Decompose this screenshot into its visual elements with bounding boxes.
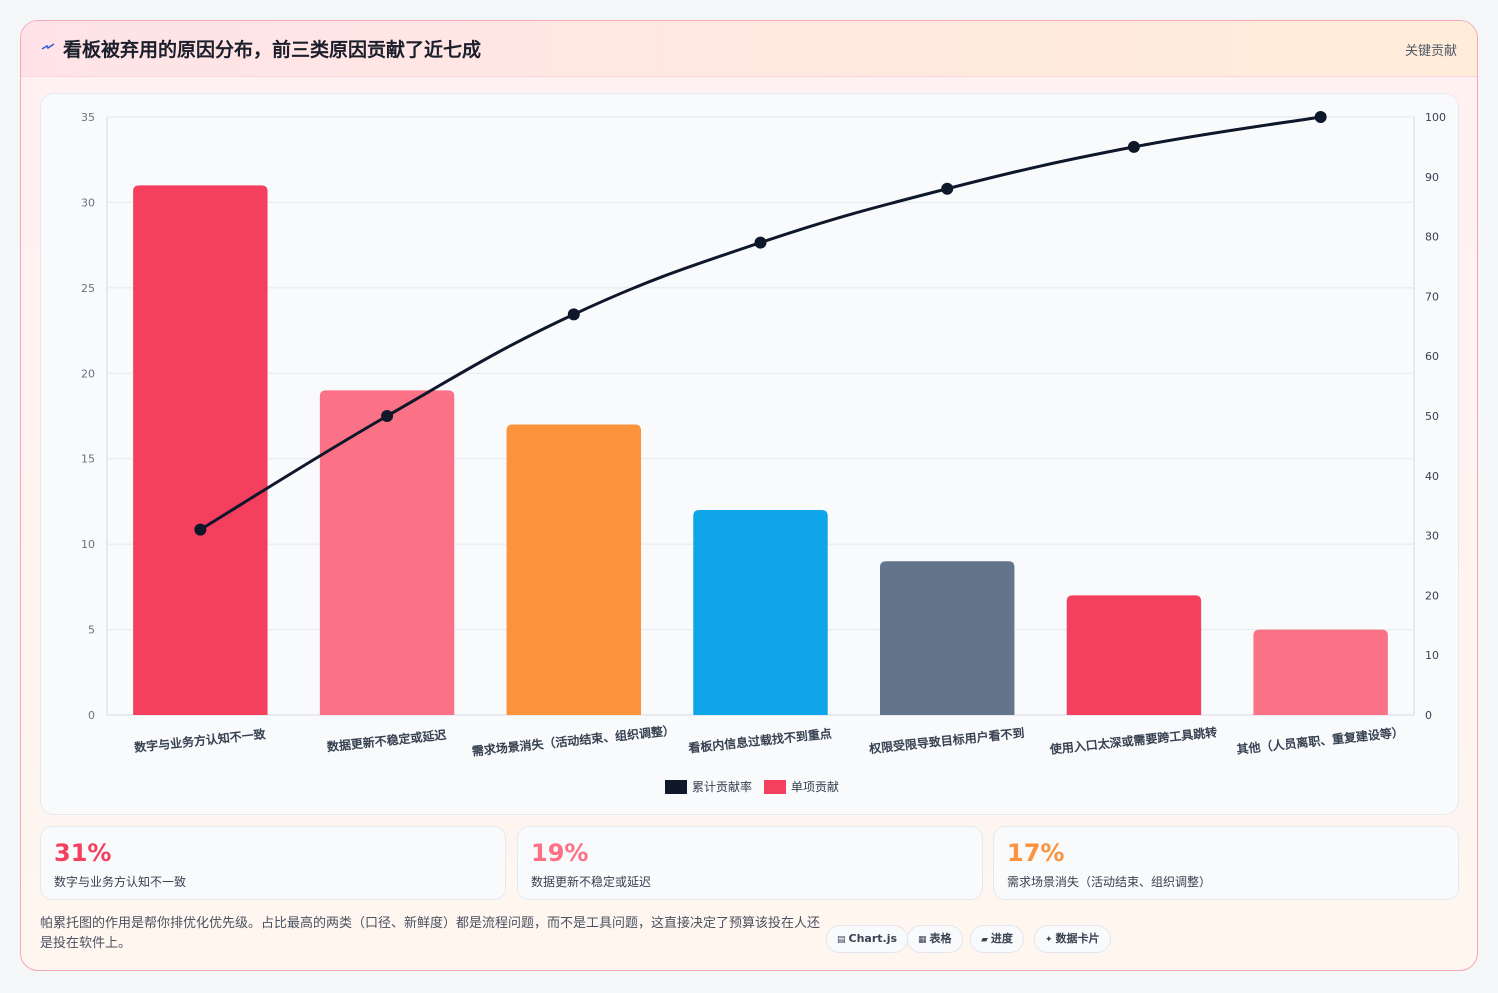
pill-label: 进度 [990, 932, 1013, 945]
y-right-tick-label: 100 [1425, 111, 1446, 124]
bar [1253, 629, 1388, 715]
stat-label: 数字与业务方认知不一致 [54, 875, 187, 889]
chart-icon: ▤ [837, 935, 846, 945]
y-right-tick-label: 60 [1425, 350, 1439, 363]
cumulative-point [567, 308, 580, 321]
cumulative-point [1314, 111, 1327, 123]
card-header: 看板被弃用的原因分布，前三类原因贡献了近七成 关键贡献 [21, 21, 1477, 77]
y-left-tick-label: 30 [81, 196, 95, 209]
stat-card-2: 19% 数据更新不稳定或延迟 [517, 826, 983, 900]
stat-card-3: 17% 需求场景消失（活动结束、组织调整） [993, 826, 1459, 900]
x-tick-label: 数字与业务方认知不一致 [133, 726, 267, 755]
bar [1066, 595, 1202, 715]
pill-label: 表格 [929, 932, 952, 945]
x-tick-label: 权限受限导致目标用户看不到 [867, 725, 1025, 756]
y-right-tick-label: 30 [1425, 530, 1439, 543]
y-left-tick-label: 25 [81, 282, 95, 295]
cumulative-point [194, 523, 207, 536]
pill-label: Chart.js [848, 932, 898, 945]
y-right-tick-label: 20 [1425, 589, 1439, 602]
legend-swatch [665, 780, 687, 794]
pill-chartjs[interactable]: ▤ Chart.js [826, 925, 909, 953]
sparkle-icon: ✦ [1045, 935, 1053, 945]
pill-label: 数据卡片 [1055, 932, 1100, 945]
stat-percent: 19% [531, 839, 589, 867]
x-tick-label: 看板内信息过载找不到重点 [688, 726, 833, 756]
stat-label: 数据更新不稳定或延迟 [531, 875, 652, 889]
y-right-tick-label: 50 [1425, 410, 1439, 423]
pill-progress[interactable]: ▰ 进度 [970, 925, 1024, 953]
y-left-tick-label: 5 [88, 624, 95, 637]
bar [506, 424, 642, 715]
legend-swatch [764, 780, 786, 794]
cumulative-point [941, 182, 954, 195]
legend-label: 累计贡献率 [692, 779, 752, 794]
cumulative-point [754, 236, 767, 249]
y-left-tick-label: 10 [81, 538, 95, 551]
cumulative-point [381, 410, 394, 422]
table-icon: ▦ [918, 935, 927, 945]
y-right-tick-label: 0 [1425, 709, 1432, 722]
y-right-tick-label: 80 [1425, 231, 1439, 244]
key-contribution-tag[interactable]: 关键贡献 [1404, 44, 1457, 59]
chart-title: 看板被弃用的原因分布，前三类原因贡献了近七成 [63, 39, 482, 61]
insight-note: 帕累托图的作用是帮你排优化优先级。占比最高的两类（口径、新鲜度）都是流程问题，而… [40, 916, 821, 951]
pareto-chart: 0 5 10 15 20 25 30 35 0 10 20 30 40 50 60 70 80 90 100 数字与业… [81, 111, 1446, 794]
y-right-tick-label: 90 [1425, 171, 1439, 184]
bar [319, 390, 455, 715]
y-left-tick-label: 0 [88, 709, 95, 722]
x-tick-label: 使用入口太深或需要跨工具跳转 [1048, 724, 1218, 757]
x-tick-label: 需求场景消失（活动结束、组织调整） [471, 722, 675, 758]
bar [879, 561, 1015, 715]
x-tick-label: 其他（人员离职、重复建设等） [1236, 724, 1405, 756]
chart-card: 看板被弃用的原因分布，前三类原因贡献了近七成 关键贡献 0 5 10 15 20 25 30… [20, 20, 1478, 971]
chart-panel: 0 5 10 15 20 25 30 35 0 10 20 30 40 50 60 70 80 90 100 数字与业… [40, 93, 1459, 815]
y-left-tick-label: 35 [81, 111, 95, 124]
bar [693, 509, 828, 715]
bar [133, 185, 268, 715]
y-right-tick-label: 70 [1425, 290, 1439, 303]
progress-icon: ▰ [981, 935, 988, 945]
stat-card-1: 31% 数字与业务方认知不一致 [40, 826, 506, 900]
pill-data-card[interactable]: ✦ 数据卡片 [1034, 925, 1111, 953]
y-right-tick-label: 40 [1425, 470, 1439, 483]
cumulative-point [1127, 140, 1140, 153]
stat-percent: 31% [54, 839, 112, 867]
x-tick-label: 数据更新不稳定或延迟 [326, 727, 447, 754]
y-left-tick-label: 20 [81, 367, 95, 380]
y-left-tick-label: 15 [81, 453, 95, 466]
stat-percent: 17% [1007, 839, 1065, 867]
y-right-tick-label: 10 [1425, 649, 1439, 662]
legend-label: 单项贡献 [791, 779, 839, 794]
stat-label: 需求场景消失（活动结束、组织调整） [1007, 875, 1212, 889]
bolt-icon [41, 43, 55, 50]
pill-table[interactable]: ▦ 表格 [907, 925, 963, 953]
